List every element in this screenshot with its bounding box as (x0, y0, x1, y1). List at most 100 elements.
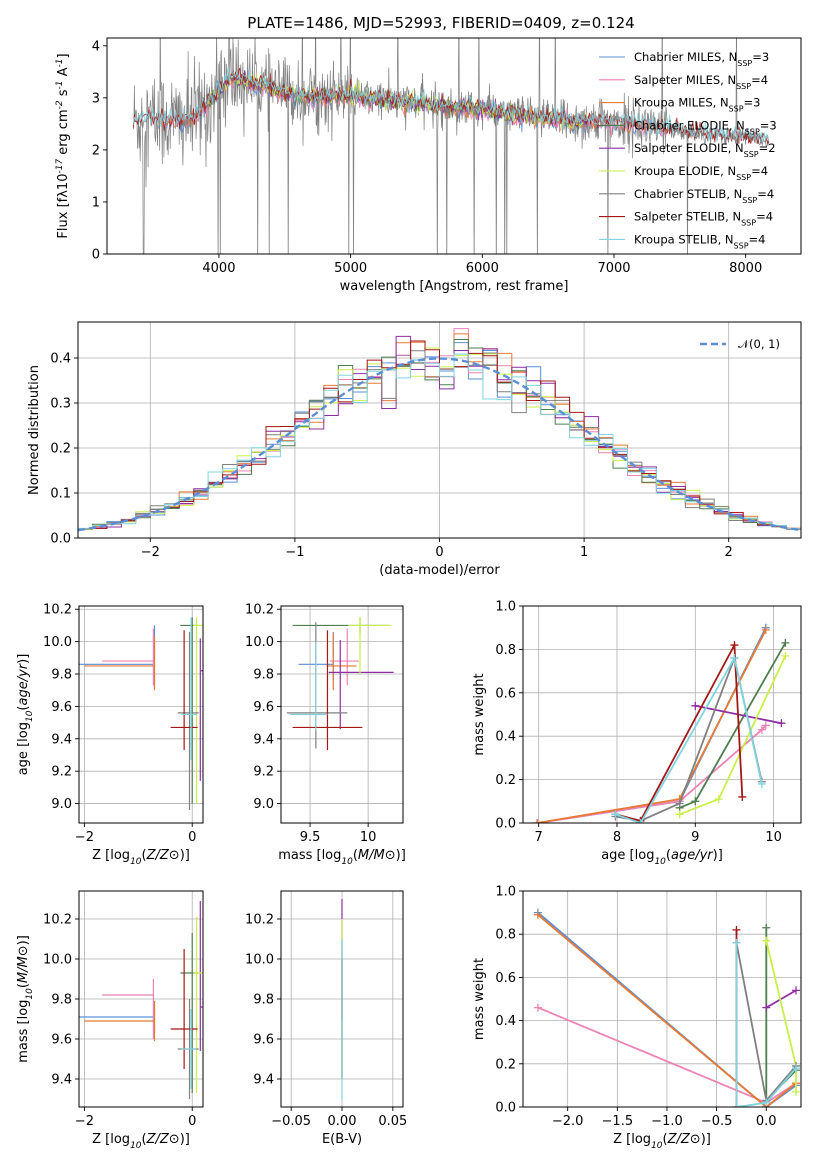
y-tick-label: 9.0 (253, 797, 274, 812)
marker-kroupa_stelib (762, 1098, 771, 1107)
x-tick-label: 8000 (729, 261, 762, 276)
chart-spectrum: 4000 5000 6000 7000 8000 0 1 2 3 4 wavelength [Ang… (55, 14, 802, 294)
y-tick-label: 9.6 (253, 700, 274, 715)
y-tick-label: 9.8 (51, 993, 72, 1008)
marker-kroupa_stelib (611, 810, 620, 819)
y-axis-label: mass weight (472, 673, 487, 755)
y-axis-label: Flux [fλ10-17 erg cm-2 s-1 A-1] (55, 53, 71, 238)
series-kroupa_stelib (615, 655, 763, 823)
series-chabrier_miles (537, 911, 797, 1107)
marker-salpeter_elodie (777, 719, 786, 728)
marker-salpeter_miles (533, 1003, 542, 1012)
x-axis-label: (data-model)/error (379, 563, 500, 578)
normal-curve (78, 357, 801, 532)
y-tick-label: 9.8 (253, 993, 274, 1008)
marker-salpeter_elodie (691, 701, 700, 710)
y-tick-label: 0.6 (495, 971, 516, 986)
x-tick-label: −1.0 (651, 1114, 683, 1129)
marker-salpeter_stelib (732, 925, 741, 934)
marker-kroupa_stelib (757, 779, 766, 788)
x-tick-label: 10 (360, 830, 377, 845)
y-tick-label: 9.2 (253, 765, 274, 780)
x-axis-label: Z [log10(Z/Z⊙)] (92, 848, 190, 867)
legend: Chabrier MILES, NSSP=3 Salpeter MILES, NS… (599, 50, 777, 250)
y-tick-label: 9.4 (51, 1073, 72, 1088)
chart-weight_vs_Z: −2.0 −1.5 −1.0 −0.5 0.0 0.0 0.2 0.4 0.6 0.8 1.0 Z [… (472, 885, 802, 1151)
x-tick-label: 6000 (466, 261, 499, 276)
y-tick-label: 0.4 (50, 352, 71, 367)
plot-area (533, 623, 790, 823)
y-tick-label: 0.8 (495, 643, 516, 658)
series-kroupa_miles (537, 914, 797, 1107)
x-tick-label: 0.00 (328, 1114, 357, 1129)
series-salpeter_elodie (765, 989, 797, 1009)
x-axis-label: mass [log10(M/M⊙)] (278, 848, 406, 867)
marker-kroupa_miles (761, 625, 770, 634)
y-tick-label: 2 (92, 143, 100, 158)
histogram-kroupa_stelib (78, 353, 801, 530)
y-tick-label: 9.8 (51, 668, 72, 683)
x-tick-label: 0.05 (378, 1114, 407, 1129)
y-tick-label: 10.0 (245, 953, 274, 968)
y-tick-label: 9.0 (51, 797, 72, 812)
x-tick-label: −1 (285, 545, 304, 560)
chart-residuals: −2 −1 0 1 2 0.0 0.1 0.2 0.3 0.4 (data-model)/error… (27, 321, 802, 578)
series-salpeter_stelib (615, 641, 744, 822)
y-tick-label: 4 (92, 39, 100, 54)
y-tick-label: 9.4 (253, 1073, 274, 1088)
x-tick-label: 9 (691, 830, 699, 845)
marker-salpeter_elodie (792, 986, 801, 995)
model-kroupa_stelib (132, 67, 769, 143)
chart-age_vs_mass: 9.5 10 9.0 9.2 9.4 9.6 9.8 10.0 10.2 mass [log10(… (245, 603, 406, 867)
y-tick-label: 9.8 (253, 668, 274, 683)
marker-salpeter_elodie (762, 1003, 771, 1012)
y-tick-label: 10.2 (245, 603, 274, 618)
y-axis-label: Normed distribution (27, 365, 42, 495)
x-tick-label: 2 (725, 545, 733, 560)
axes-frame (106, 37, 802, 255)
y-tick-label: 0.8 (495, 928, 516, 943)
marker-kroupa_stelib (732, 1103, 741, 1107)
y-tick-label: 9.6 (51, 700, 72, 715)
legend-entry-chabrier_elodie: Chabrier ELODIE, NSSP=3 (634, 118, 777, 136)
y-axis-label: age [log10(age/yr)] (16, 654, 35, 776)
x-tick-label: 7 (535, 830, 543, 845)
y-tick-label: 9.4 (51, 732, 72, 747)
x-axis-label: Z [log10(Z/Z⊙)] (92, 1132, 190, 1151)
marker-kroupa_elodie (714, 795, 723, 804)
x-tick-label: −2 (141, 545, 160, 560)
y-tick-label: 9.6 (51, 1033, 72, 1048)
y-tick-label: 1 (92, 195, 100, 210)
chart-title: PLATE=1486, MJD=52993, FIBERID=0409, z=0… (247, 14, 634, 32)
x-tick-label: 0 (188, 830, 196, 845)
y-tick-label: 0.2 (50, 442, 71, 457)
marker-salpeter_stelib (738, 792, 747, 801)
legend-entry-salpeter_elodie: Salpeter ELODIE, NSSP=2 (634, 141, 776, 159)
marker-kroupa_elodie (781, 651, 790, 660)
y-tick-label: 0.4 (495, 1014, 516, 1029)
x-tick-label: 4000 (202, 261, 235, 276)
marker-kroupa_miles (533, 910, 542, 919)
marker-kroupa_stelib (730, 654, 739, 663)
y-tick-label: 0.0 (495, 1101, 516, 1116)
y-tick-label: 0.2 (495, 773, 516, 788)
y-tick-label: 0.3 (50, 397, 71, 412)
x-tick-label: 9.5 (300, 830, 321, 845)
marker-kroupa_stelib (636, 819, 645, 823)
y-tick-label: 0.2 (495, 1057, 516, 1072)
y-tick-label: 0.4 (495, 730, 516, 745)
marker-kroupa_stelib (792, 1064, 801, 1073)
marker-kroupa_elodie (762, 936, 771, 945)
y-tick-label: 10.0 (245, 635, 274, 650)
plot-area (79, 901, 203, 1099)
plot-area (79, 617, 203, 811)
axes-frame (522, 890, 802, 1108)
x-axis-label: age [log10(age/yr)] (601, 848, 723, 867)
chart-mass_vs_Z: −2 0 9.4 9.6 9.8 10.0 10.2 Z [log10(Z/Z⊙)] mass … (16, 890, 204, 1151)
series-kroupa_stelib (735, 942, 797, 1107)
x-axis-label: wavelength [Angstrom, rest frame] (340, 279, 569, 294)
y-tick-label: 0.0 (50, 532, 71, 547)
axes-frame (78, 890, 204, 1108)
axes-frame (280, 605, 404, 824)
